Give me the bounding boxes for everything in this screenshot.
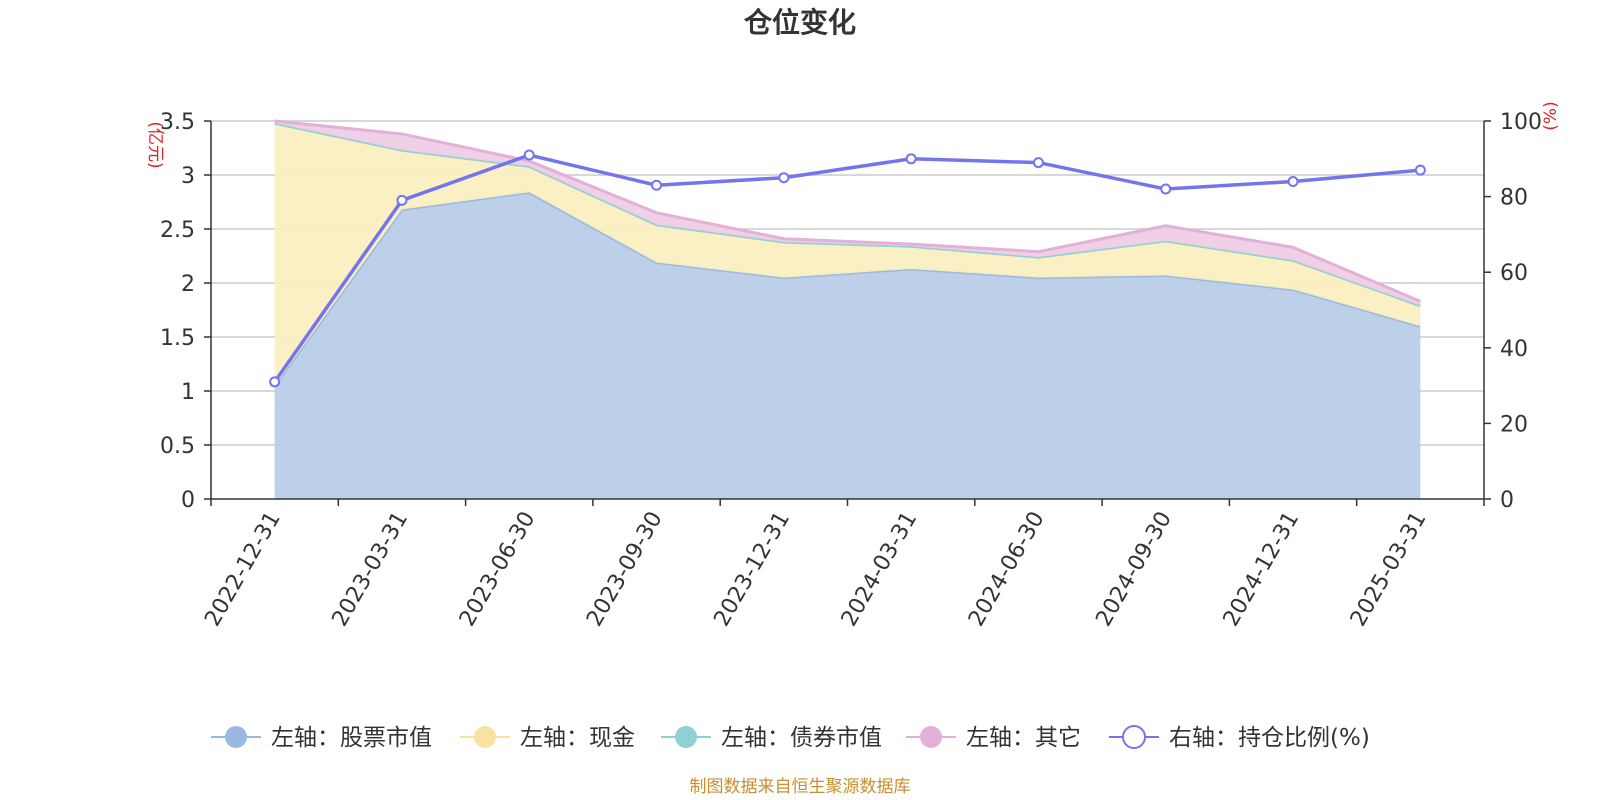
area-左轴：现金 bbox=[274, 123, 1421, 386]
line-point bbox=[905, 153, 917, 165]
area-series bbox=[273, 119, 1421, 499]
line-右轴：持仓比例(%) bbox=[273, 153, 1421, 383]
left-tick-label: 3 bbox=[181, 164, 195, 189]
right-tick-label: 60 bbox=[1500, 261, 1528, 286]
legend-marker bbox=[225, 726, 247, 748]
line-point bbox=[651, 179, 663, 191]
left-tick-label: 2.5 bbox=[160, 218, 195, 243]
line-point bbox=[1160, 183, 1172, 195]
line-point bbox=[778, 172, 790, 184]
x-tick-label: 2023-03-31 bbox=[328, 508, 414, 631]
x-tick-label: 2023-09-30 bbox=[582, 508, 668, 631]
left-tick-label: 1 bbox=[181, 380, 195, 405]
legend-label: 左轴：其它 bbox=[966, 725, 1081, 751]
area-edge-左轴：其它 bbox=[274, 119, 1421, 303]
line-point bbox=[396, 194, 408, 206]
line-point bbox=[523, 149, 535, 161]
x-tick-label: 2023-06-30 bbox=[455, 508, 541, 631]
left-tick-label: 1.5 bbox=[160, 326, 195, 351]
legend-marker bbox=[920, 726, 942, 748]
x-tick-label: 2022-12-31 bbox=[200, 508, 286, 631]
line-point bbox=[1032, 157, 1044, 169]
x-tick-label: 2024-09-30 bbox=[1091, 508, 1177, 631]
legend-label: 左轴：现金 bbox=[520, 725, 635, 751]
right-tick-label: 100 bbox=[1500, 110, 1542, 135]
left-axis-unit: (亿元) bbox=[145, 121, 165, 168]
line-series bbox=[269, 149, 1426, 388]
legend-marker bbox=[675, 726, 697, 748]
legend-marker bbox=[1122, 725, 1146, 749]
legend-label: 右轴：持仓比例(%) bbox=[1169, 725, 1370, 751]
left-tick-label: 0 bbox=[181, 488, 195, 513]
left-tick-label: 3.5 bbox=[160, 110, 195, 135]
line-point bbox=[1414, 164, 1426, 176]
legend: 左轴：股票市值 左轴：现金 左轴：债券市值 左轴：其它 右轴：持仓比例(%) bbox=[211, 725, 1370, 751]
right-tick-label: 0 bbox=[1500, 488, 1514, 513]
x-tick-label: 2024-03-31 bbox=[837, 508, 923, 631]
area-左轴：股票市值 bbox=[274, 192, 1421, 499]
right-tick-label: 40 bbox=[1500, 337, 1528, 362]
x-tick-label: 2025-03-31 bbox=[1346, 508, 1432, 631]
right-axis-unit: (%) bbox=[1541, 101, 1561, 130]
left-tick-label: 0.5 bbox=[160, 434, 195, 459]
left-tick-label: 2 bbox=[181, 272, 195, 297]
source-note: 制图数据来自恒生聚源数据库 bbox=[690, 777, 911, 797]
legend-label: 左轴：债券市值 bbox=[721, 725, 882, 751]
legend-marker bbox=[474, 726, 496, 748]
x-tick-label: 2024-12-31 bbox=[1219, 508, 1305, 631]
line-point bbox=[269, 376, 281, 388]
line-point bbox=[1287, 175, 1299, 187]
x-tick-label: 2024-06-30 bbox=[964, 508, 1050, 631]
right-tick-label: 80 bbox=[1500, 186, 1528, 211]
area-左轴：其它 bbox=[274, 121, 1421, 306]
chart-title: 仓位变化 bbox=[744, 6, 856, 39]
right-tick-label: 20 bbox=[1500, 412, 1528, 437]
x-tick-label: 2023-12-31 bbox=[709, 508, 795, 631]
legend-label: 左轴：股票市值 bbox=[271, 725, 432, 751]
